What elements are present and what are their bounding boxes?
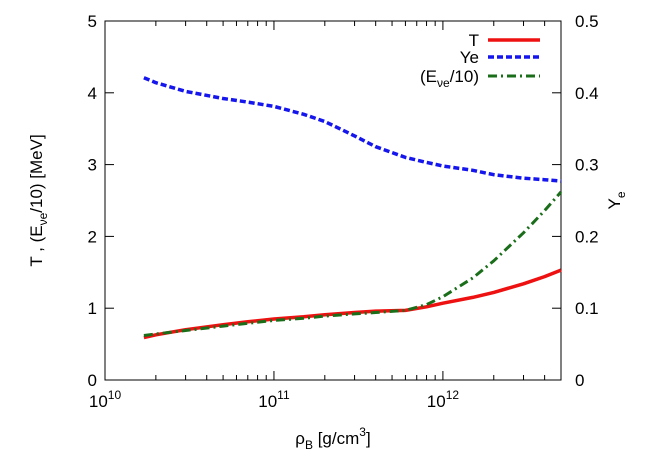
legend-label-1: Ye xyxy=(460,48,479,67)
ticks: 1010 1011 1012 0 1 2 3 4 5 0 0.1 0.2 0.3 0.4 0.5 xyxy=(88,12,599,411)
axis-labels: ρB [g/cm3] T , (Eνe/10) [MeV] Ye xyxy=(27,134,628,452)
series-line-2 xyxy=(143,190,563,337)
y-left-tick-label: 5 xyxy=(88,12,97,31)
y-left-axis-label: T , (Eνe/10) [MeV] xyxy=(27,134,50,266)
y-right-tick-label: 0.3 xyxy=(575,156,599,175)
y-left-tick-label: 1 xyxy=(88,299,97,318)
y-left-tick-label: 3 xyxy=(88,156,97,175)
x-tick-label: 1010 xyxy=(89,388,122,411)
legend-label-2: (Eνe/10) xyxy=(420,67,479,90)
y-right-axis-label: Ye xyxy=(605,191,628,209)
series-line-1 xyxy=(143,76,562,183)
x-tick-label: 1011 xyxy=(258,388,290,411)
legend: TYe(Eνe/10) xyxy=(420,31,540,90)
series-lines xyxy=(143,76,563,340)
x-axis-label: ρB [g/cm3] xyxy=(295,425,370,452)
plot-frame xyxy=(104,20,562,381)
y-left-tick-label: 0 xyxy=(88,371,97,390)
y-left-tick-label: 2 xyxy=(88,227,97,246)
y-right-tick-label: 0 xyxy=(575,371,584,390)
y-left-tick-label: 4 xyxy=(88,84,97,103)
legend-label-0: T xyxy=(469,31,479,50)
y-right-tick-label: 0.4 xyxy=(575,84,599,103)
y-right-tick-label: 0.1 xyxy=(575,299,599,318)
plot-border xyxy=(104,20,562,381)
y-right-tick-label: 0.5 xyxy=(575,12,599,31)
y-right-tick-label: 0.2 xyxy=(575,227,599,246)
x-tick-label: 1012 xyxy=(427,388,460,411)
